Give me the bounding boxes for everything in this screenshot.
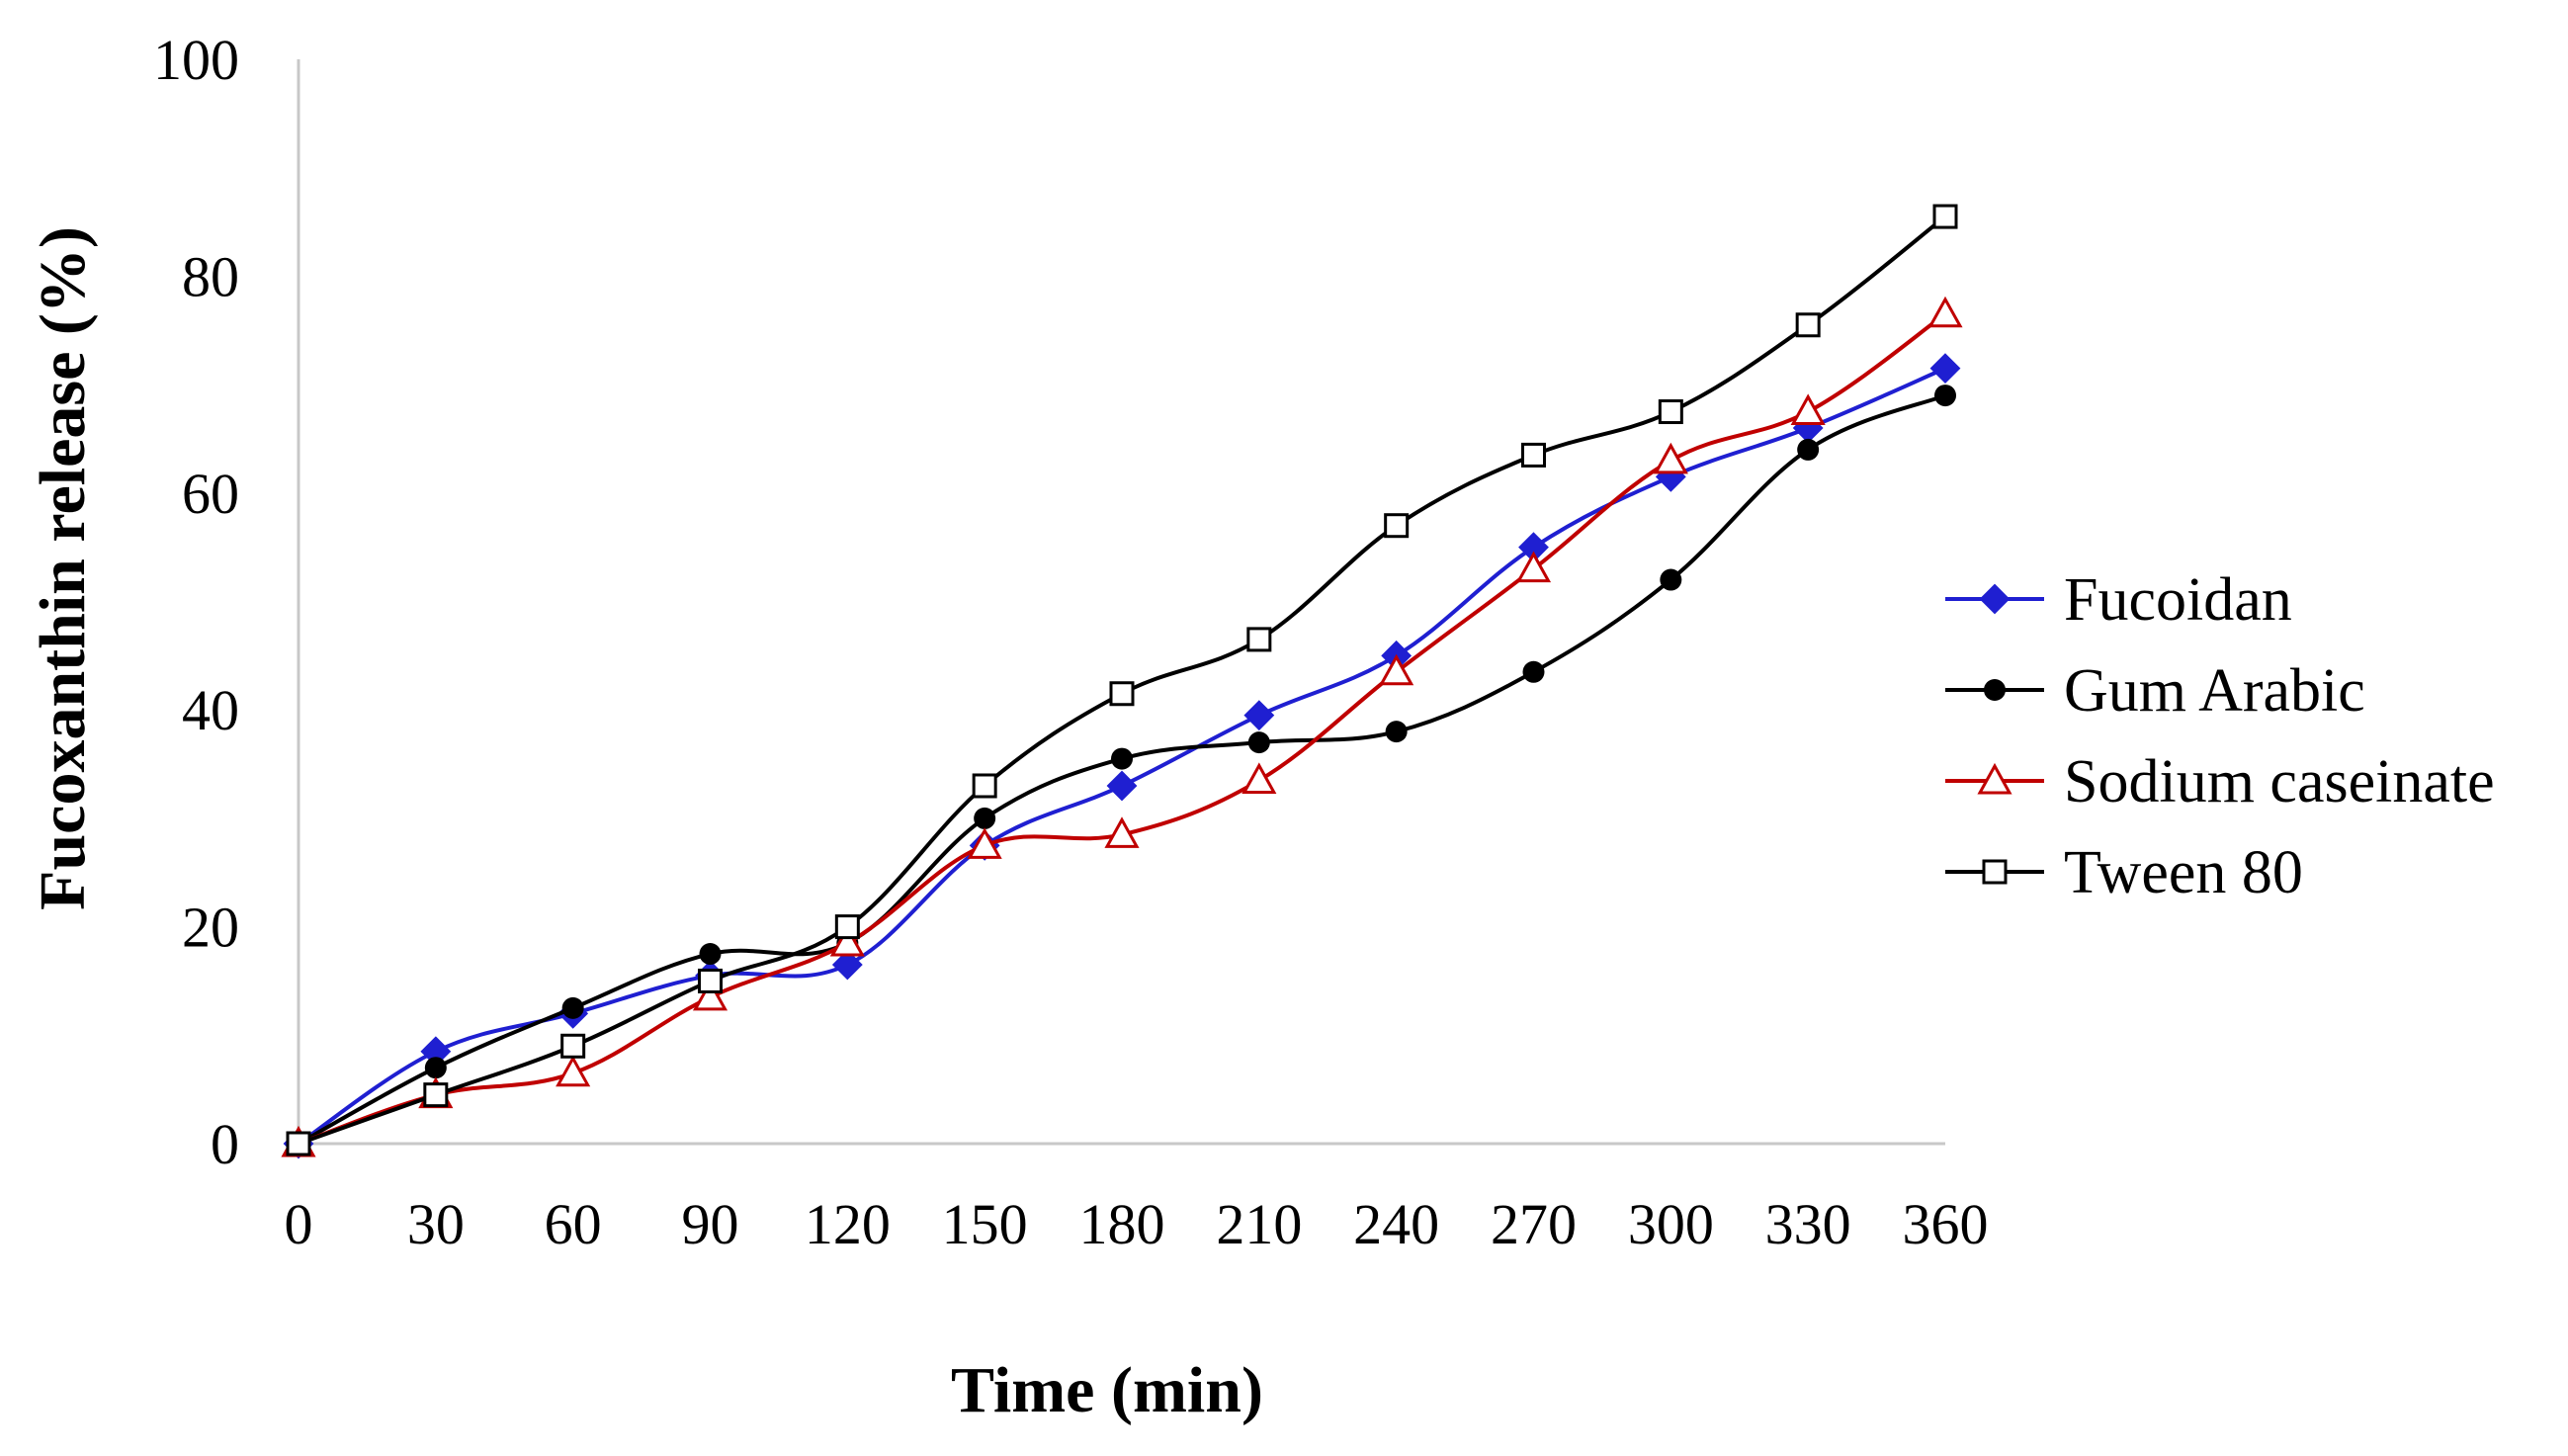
legend-label: Sodium caseinate: [2064, 748, 2495, 815]
y-tick-label: 100: [153, 28, 239, 92]
data-point-tween-80: [560, 1033, 586, 1059]
data-point-gum-arabic: [1385, 721, 1408, 743]
data-point-sodium-caseinate: [556, 1055, 591, 1087]
data-point-fucoidan: [1106, 770, 1138, 802]
series-tween-80: [286, 204, 1958, 1156]
data-point-fucoidan: [1929, 353, 1961, 385]
legend-label: Fucoidan: [2064, 566, 2292, 634]
data-point-gum-arabic: [424, 1057, 447, 1079]
data-point-tween-80: [1658, 399, 1683, 425]
y-tick-label: 60: [182, 462, 239, 526]
legend-item-tween-80: Tween 80: [1945, 839, 2303, 906]
x-tick-label: 60: [545, 1192, 602, 1256]
x-tick-label: 270: [1491, 1192, 1577, 1256]
y-tick-label: 40: [182, 678, 239, 742]
x-tick-label: 120: [805, 1192, 891, 1256]
x-axis-title: Time (min): [951, 1354, 1263, 1426]
data-point-tween-80: [834, 914, 860, 940]
data-point-sodium-caseinate: [1790, 393, 1826, 426]
data-point-gum-arabic: [1247, 731, 1270, 754]
data-point-tween-80: [423, 1082, 449, 1108]
axes: [297, 59, 1945, 1146]
x-axis-ticks: 0 30 60 90 120 150 180 210 240 270 300 330 360: [285, 1192, 1989, 1256]
legend-marker: [1977, 762, 2012, 795]
x-tick-label: 360: [1903, 1192, 1989, 1256]
y-tick-label: 20: [182, 896, 239, 960]
legend: Fucoidan Gum Arabic Sodium caseinate Tween …: [1945, 566, 2495, 906]
data-point-gum-arabic: [1660, 568, 1682, 591]
data-point-sodium-caseinate: [1379, 653, 1414, 686]
x-tick-label: 90: [682, 1192, 739, 1256]
data-point-gum-arabic: [1522, 660, 1545, 683]
x-tick-label: 300: [1628, 1192, 1714, 1256]
data-point-sodium-caseinate: [1515, 551, 1552, 583]
y-tick-label: 0: [211, 1112, 239, 1176]
data-point-sodium-caseinate: [692, 979, 728, 1011]
legend-marker: [1984, 679, 2006, 701]
legend-marker: [1982, 859, 2008, 885]
x-tick-label: 0: [285, 1192, 313, 1256]
data-point-tween-80: [286, 1131, 311, 1156]
data-point-gum-arabic: [1934, 385, 1956, 407]
data-point-fucoidan: [831, 949, 863, 981]
data-point-gum-arabic: [699, 943, 722, 966]
x-tick-label: 210: [1216, 1192, 1302, 1256]
y-tick-label: 80: [182, 244, 239, 308]
legend-marker: [1979, 583, 2011, 615]
x-tick-label: 330: [1765, 1192, 1851, 1256]
data-point-tween-80: [972, 773, 997, 799]
legend-item-fucoidan: Fucoidan: [1945, 566, 2292, 634]
series-line-tween-80: [298, 214, 1947, 1146]
x-tick-label: 30: [407, 1192, 465, 1256]
data-point-tween-80: [1932, 204, 1958, 229]
data-point-sodium-caseinate: [1104, 816, 1140, 848]
legend-item-gum-arabic: Gum Arabic: [1945, 657, 2365, 725]
data-point-tween-80: [1246, 627, 1272, 652]
data-point-sodium-caseinate: [967, 827, 1002, 859]
data-point-sodium-caseinate: [1241, 762, 1277, 795]
data-point-tween-80: [1521, 442, 1546, 468]
series-sodium-caseinate: [281, 296, 1963, 1157]
x-tick-label: 240: [1353, 1192, 1439, 1256]
x-tick-label: 150: [942, 1192, 1028, 1256]
x-tick-label: 180: [1079, 1192, 1165, 1256]
data-point-sodium-caseinate: [1653, 442, 1688, 474]
data-point-tween-80: [1795, 312, 1821, 338]
data-point-tween-80: [1384, 513, 1410, 539]
data-point-tween-80: [698, 968, 723, 993]
legend-item-sodium-caseinate: Sodium caseinate: [1945, 748, 2495, 815]
y-axis-title: Fucoxanthin release (%): [27, 226, 99, 910]
data-point-sodium-caseinate: [829, 924, 865, 957]
data-point-tween-80: [1109, 681, 1135, 707]
data-point-sodium-caseinate: [1927, 296, 1963, 328]
series-gum-arabic: [288, 385, 1956, 1155]
y-axis-ticks: 0 20 40 60 80 100: [153, 28, 239, 1176]
legend-label: Gum Arabic: [2064, 657, 2365, 725]
series-layer: [281, 204, 1963, 1159]
data-point-gum-arabic: [1797, 438, 1820, 461]
data-point-gum-arabic: [1111, 747, 1133, 770]
data-point-gum-arabic: [561, 996, 584, 1019]
data-point-fucoidan: [1243, 700, 1275, 731]
data-point-gum-arabic: [974, 807, 996, 829]
legend-label: Tween 80: [2064, 839, 2303, 906]
